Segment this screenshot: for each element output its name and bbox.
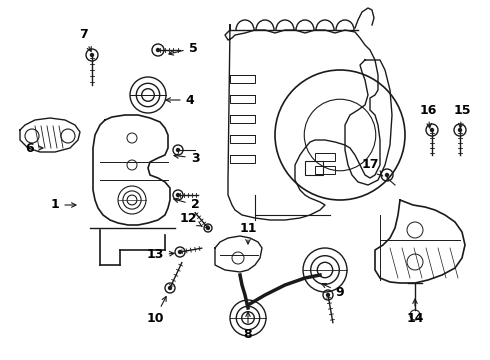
Circle shape xyxy=(91,54,94,57)
Text: 2: 2 xyxy=(174,198,199,211)
Circle shape xyxy=(459,129,462,131)
Circle shape xyxy=(156,49,160,51)
Text: 9: 9 xyxy=(321,283,344,298)
Text: 8: 8 xyxy=(244,312,252,342)
Text: 13: 13 xyxy=(147,248,174,261)
Circle shape xyxy=(431,129,434,131)
Circle shape xyxy=(176,148,179,152)
Circle shape xyxy=(176,194,179,197)
Text: 12: 12 xyxy=(179,211,202,226)
Text: 1: 1 xyxy=(50,198,76,211)
Text: 10: 10 xyxy=(146,297,166,324)
Circle shape xyxy=(326,293,329,297)
Circle shape xyxy=(178,251,181,253)
Text: 3: 3 xyxy=(174,152,199,165)
Text: 16: 16 xyxy=(419,104,437,128)
Text: 17: 17 xyxy=(361,158,383,176)
Text: 5: 5 xyxy=(169,41,197,55)
Text: 11: 11 xyxy=(239,221,257,244)
Text: 14: 14 xyxy=(406,299,424,324)
Circle shape xyxy=(206,226,210,230)
Circle shape xyxy=(386,174,389,176)
Text: 7: 7 xyxy=(78,28,91,51)
Text: 4: 4 xyxy=(166,94,195,107)
Text: 15: 15 xyxy=(453,104,471,128)
Circle shape xyxy=(169,287,171,289)
Text: 6: 6 xyxy=(25,141,43,154)
